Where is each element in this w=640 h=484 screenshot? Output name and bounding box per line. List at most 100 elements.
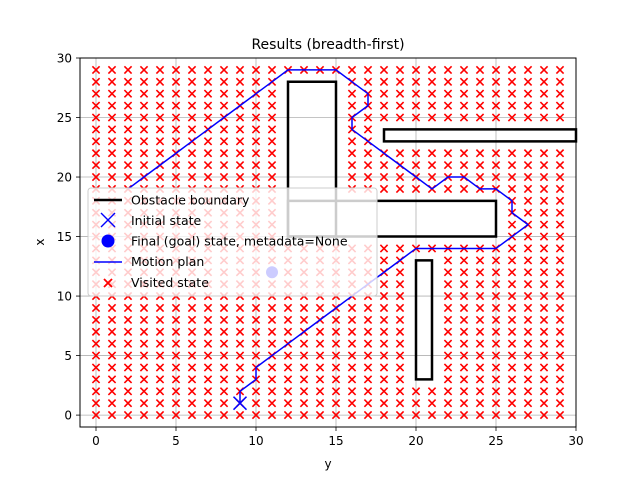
visited-state-marker: [491, 101, 501, 110]
visited-state-marker: [91, 113, 101, 122]
visited-state-marker: [507, 279, 517, 289]
visited-state-marker: [491, 172, 501, 182]
visited-state-marker: [507, 244, 517, 253]
visited-state-marker: [203, 77, 213, 86]
visited-state-marker: [395, 410, 405, 420]
visited-state-marker: [379, 339, 389, 348]
visited-state-marker: [491, 113, 501, 122]
visited-state-marker: [123, 399, 133, 408]
visited-state-marker: [555, 339, 565, 348]
visited-state-marker: [203, 149, 213, 158]
visited-state-marker: [539, 196, 549, 206]
visited-state-marker: [283, 315, 293, 325]
visited-state-marker: [171, 89, 181, 98]
visited-state-marker: [523, 399, 533, 408]
visited-state-marker: [459, 399, 469, 408]
visited-state-marker: [219, 315, 229, 325]
visited-state-marker: [363, 172, 373, 182]
visited-state-marker: [107, 101, 117, 110]
visited-state-marker: [555, 196, 565, 206]
visited-state-marker: [347, 160, 357, 170]
visited-state-marker: [347, 327, 357, 336]
visited-state-marker: [395, 327, 405, 336]
visited-state-marker: [459, 315, 469, 325]
visited-state-marker: [155, 315, 165, 325]
visited-state-marker: [443, 363, 453, 372]
visited-state-marker: [347, 410, 357, 420]
visited-state-marker: [187, 172, 197, 182]
visited-state-marker: [475, 89, 485, 98]
visited-state-marker: [139, 387, 149, 396]
visited-state-marker: [171, 399, 181, 408]
visited-state-marker: [395, 315, 405, 325]
visited-state-marker: [299, 303, 309, 313]
visited-state-marker: [523, 279, 533, 289]
visited-state-marker: [267, 363, 277, 372]
visited-state-marker: [235, 351, 245, 360]
visited-state-marker: [459, 375, 469, 384]
visited-state-marker: [283, 303, 293, 313]
visited-state-marker: [283, 351, 293, 360]
visited-state-marker: [555, 65, 565, 75]
visited-state-marker: [219, 137, 229, 146]
visited-state-marker: [155, 399, 165, 408]
x-tick-label: 5: [172, 434, 180, 448]
visited-state-marker: [395, 339, 405, 348]
visited-state-marker: [331, 363, 341, 372]
visited-state-marker: [523, 160, 533, 170]
visited-state-marker: [251, 327, 261, 336]
visited-state-marker: [443, 291, 453, 301]
visited-state-marker: [379, 315, 389, 325]
visited-state-marker: [283, 387, 293, 396]
visited-state-marker: [91, 410, 101, 420]
visited-state-marker: [395, 399, 405, 408]
visited-state-marker: [123, 339, 133, 348]
visited-state-marker: [235, 363, 245, 372]
visited-state-marker: [539, 113, 549, 122]
visited-state-marker: [363, 327, 373, 336]
visited-state-marker: [555, 184, 565, 194]
visited-state-marker: [379, 291, 389, 301]
visited-state-marker: [331, 315, 341, 325]
visited-state-marker: [491, 387, 501, 396]
visited-state-marker: [91, 315, 101, 325]
visited-state-marker: [203, 137, 213, 146]
visited-state-marker: [539, 410, 549, 420]
visited-state-marker: [91, 363, 101, 372]
visited-state-marker: [139, 315, 149, 325]
visited-state-marker: [107, 375, 117, 384]
visited-state-marker: [91, 77, 101, 86]
visited-state-marker: [507, 256, 517, 265]
visited-state-marker: [91, 303, 101, 313]
visited-state-marker: [411, 101, 421, 110]
visited-state-marker: [155, 77, 165, 86]
legend-plan-label: Motion plan: [131, 254, 204, 269]
visited-state-marker: [171, 375, 181, 384]
visited-state-marker: [123, 351, 133, 360]
visited-state-marker: [155, 172, 165, 182]
visited-state-marker: [123, 101, 133, 110]
visited-state-marker: [459, 363, 469, 372]
visited-state-marker: [107, 399, 117, 408]
visited-state-marker: [539, 149, 549, 158]
visited-state-marker: [555, 160, 565, 170]
visited-state-marker: [491, 77, 501, 86]
visited-state-marker: [555, 244, 565, 253]
visited-state-marker: [219, 149, 229, 158]
visited-state-marker: [267, 149, 277, 158]
y-tick-label: 25: [57, 111, 72, 125]
axis-ticks: 0 5 10 15 20 25 30 0 5 10 15 20 25 30: [57, 52, 584, 449]
visited-state-marker: [123, 160, 133, 170]
visited-state-marker: [523, 244, 533, 253]
visited-state-marker: [379, 327, 389, 336]
x-tick-label: 30: [568, 434, 583, 448]
visited-state-marker: [107, 77, 117, 86]
visited-state-marker: [363, 113, 373, 122]
legend-goal-label: Final (goal) state, metadata=None: [131, 234, 348, 249]
visited-state-marker: [539, 256, 549, 265]
visited-state-marker: [427, 65, 437, 75]
visited-state-marker: [459, 184, 469, 194]
visited-state-marker: [171, 327, 181, 336]
visited-state-marker: [363, 160, 373, 170]
visited-state-marker: [539, 315, 549, 325]
